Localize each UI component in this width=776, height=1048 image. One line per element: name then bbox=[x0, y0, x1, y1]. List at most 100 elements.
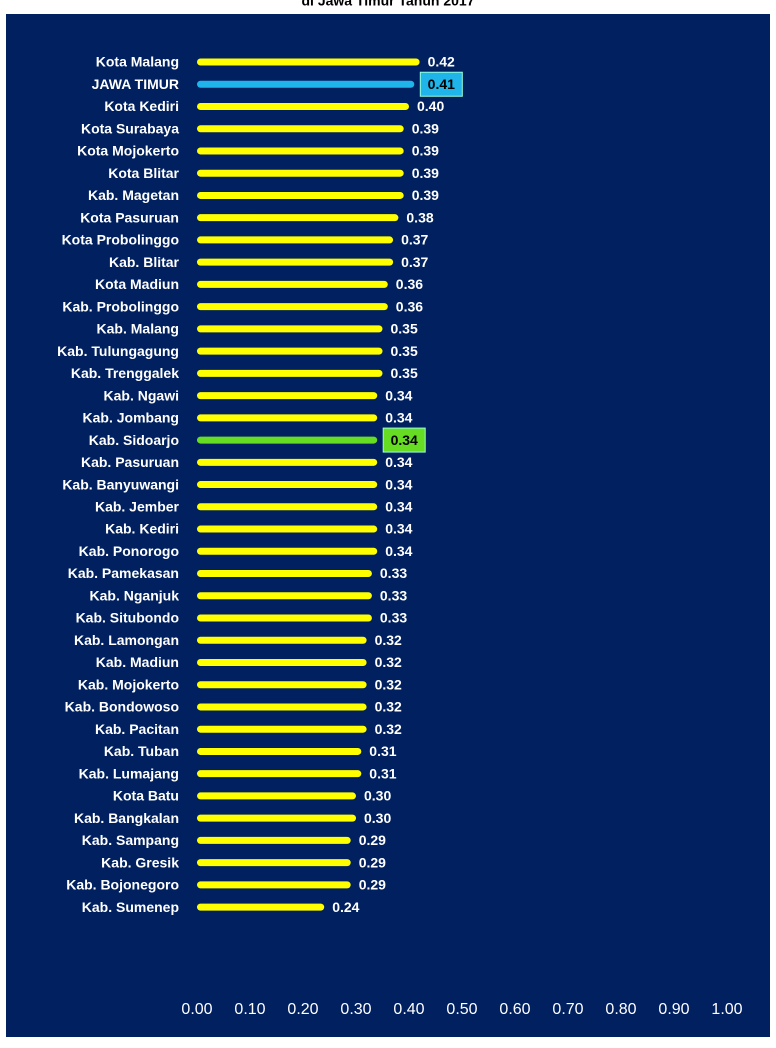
value-label: 0.31 bbox=[369, 743, 396, 759]
bar bbox=[197, 792, 356, 800]
bar bbox=[197, 369, 383, 377]
value-label: 0.36 bbox=[396, 276, 423, 292]
value-label: 0.34 bbox=[391, 432, 418, 448]
y-tick-label: Kota Probolinggo bbox=[62, 232, 179, 248]
value-label: 0.39 bbox=[412, 120, 439, 136]
bar bbox=[197, 436, 378, 444]
y-tick-label: Kab. Madiun bbox=[96, 654, 179, 670]
value-label: 0.37 bbox=[401, 232, 428, 248]
x-tick-label: 0.20 bbox=[287, 1001, 318, 1018]
y-tick-label: Kab. Mojokerto bbox=[78, 676, 179, 692]
value-label: 0.34 bbox=[385, 410, 412, 426]
value-label: 0.30 bbox=[364, 788, 391, 804]
y-tick-label: Kab. Jombang bbox=[83, 410, 179, 426]
value-label: 0.34 bbox=[385, 476, 412, 492]
value-label-box bbox=[382, 427, 426, 453]
value-label: 0.41 bbox=[428, 76, 455, 92]
y-tick-label: Kab. Trenggalek bbox=[71, 365, 179, 381]
bar bbox=[197, 703, 367, 711]
value-label: 0.29 bbox=[359, 854, 386, 870]
y-tick-label: Kab. Jember bbox=[95, 499, 180, 515]
y-tick-label: Kab. Bojonegoro bbox=[66, 877, 179, 893]
value-label: 0.35 bbox=[391, 343, 418, 359]
value-label: 0.37 bbox=[401, 254, 428, 270]
y-tick-label: Kab. Gresik bbox=[101, 854, 179, 870]
x-tick-label: 1.00 bbox=[711, 1001, 742, 1018]
chart-title: di Jawa Timur Tahun 2017 bbox=[302, 0, 475, 9]
y-tick-label: Kota Batu bbox=[113, 788, 179, 804]
y-tick-label: Kab. Ponorogo bbox=[79, 543, 179, 559]
y-tick-label: Kab. Situbondo bbox=[76, 610, 179, 626]
bar bbox=[197, 481, 378, 489]
bar bbox=[197, 658, 367, 666]
y-tick-label: Kota Blitar bbox=[108, 165, 179, 181]
bar bbox=[197, 725, 367, 733]
value-label: 0.38 bbox=[406, 209, 433, 225]
y-tick-label: Kab. Banyuwangi bbox=[62, 476, 179, 492]
bar bbox=[197, 414, 378, 422]
bar bbox=[197, 147, 404, 155]
y-tick-label: Kab. Pacitan bbox=[95, 721, 179, 737]
y-tick-label: JAWA TIMUR bbox=[92, 76, 179, 92]
bar bbox=[197, 169, 404, 177]
y-tick-label: Kab. Bangkalan bbox=[74, 810, 179, 826]
bar bbox=[197, 347, 383, 355]
y-tick-label: Kota Kediri bbox=[104, 98, 179, 114]
y-tick-label: Kota Surabaya bbox=[81, 120, 179, 136]
x-tick-label: 0.80 bbox=[605, 1001, 636, 1018]
bar bbox=[197, 392, 378, 400]
bar bbox=[197, 859, 351, 867]
y-tick-label: Kota Madiun bbox=[95, 276, 179, 292]
value-label: 0.35 bbox=[391, 321, 418, 337]
y-tick-label: Kab. Lumajang bbox=[79, 765, 179, 781]
value-label: 0.29 bbox=[359, 832, 386, 848]
y-tick-label: Kab. Tulungagung bbox=[57, 343, 179, 359]
bar bbox=[197, 458, 378, 466]
value-label: 0.39 bbox=[412, 165, 439, 181]
bar bbox=[197, 614, 372, 622]
value-label: 0.24 bbox=[332, 899, 359, 915]
bar bbox=[197, 681, 367, 689]
value-label: 0.35 bbox=[391, 365, 418, 381]
x-tick-label: 0.60 bbox=[499, 1001, 530, 1018]
value-label: 0.39 bbox=[412, 187, 439, 203]
y-tick-label: Kab. Magetan bbox=[88, 187, 179, 203]
x-tick-label: 0.90 bbox=[658, 1001, 689, 1018]
value-label: 0.33 bbox=[380, 565, 407, 581]
x-tick-label: 0.00 bbox=[181, 1001, 212, 1018]
value-label-box bbox=[419, 71, 463, 97]
value-label: 0.34 bbox=[385, 543, 412, 559]
value-label: 0.34 bbox=[385, 499, 412, 515]
value-label: 0.32 bbox=[375, 654, 402, 670]
value-label: 0.29 bbox=[359, 877, 386, 893]
bar bbox=[197, 503, 378, 511]
value-label: 0.42 bbox=[428, 54, 455, 70]
y-tick-label: Kab. Lamongan bbox=[74, 632, 179, 648]
bar bbox=[197, 280, 388, 288]
y-tick-label: Kab. Tuban bbox=[104, 743, 179, 759]
bar bbox=[197, 881, 351, 889]
bar bbox=[197, 525, 378, 533]
y-tick-label: Kota Pasuruan bbox=[80, 209, 179, 225]
value-label: 0.32 bbox=[375, 721, 402, 737]
x-tick-label: 0.50 bbox=[446, 1001, 477, 1018]
value-label: 0.39 bbox=[412, 143, 439, 159]
y-tick-label: Kab. Probolinggo bbox=[62, 298, 179, 314]
value-label: 0.34 bbox=[385, 521, 412, 537]
x-tick-label: 0.30 bbox=[340, 1001, 371, 1018]
bar bbox=[197, 636, 367, 644]
x-tick-label: 0.10 bbox=[234, 1001, 265, 1018]
bar bbox=[197, 58, 420, 66]
y-tick-label: Kab. Nganjuk bbox=[90, 587, 180, 603]
bar bbox=[197, 547, 378, 555]
bar bbox=[197, 80, 415, 88]
y-tick-label: Kab. Pasuruan bbox=[81, 454, 179, 470]
value-label: 0.36 bbox=[396, 298, 423, 314]
y-tick-label: Kab. Kediri bbox=[105, 521, 179, 537]
value-label: 0.33 bbox=[380, 587, 407, 603]
y-tick-label: Kab. Sidoarjo bbox=[89, 432, 179, 448]
y-tick-label: Kab. Bondowoso bbox=[65, 699, 179, 715]
bar bbox=[197, 214, 399, 222]
y-tick-label: Kota Mojokerto bbox=[77, 143, 179, 159]
